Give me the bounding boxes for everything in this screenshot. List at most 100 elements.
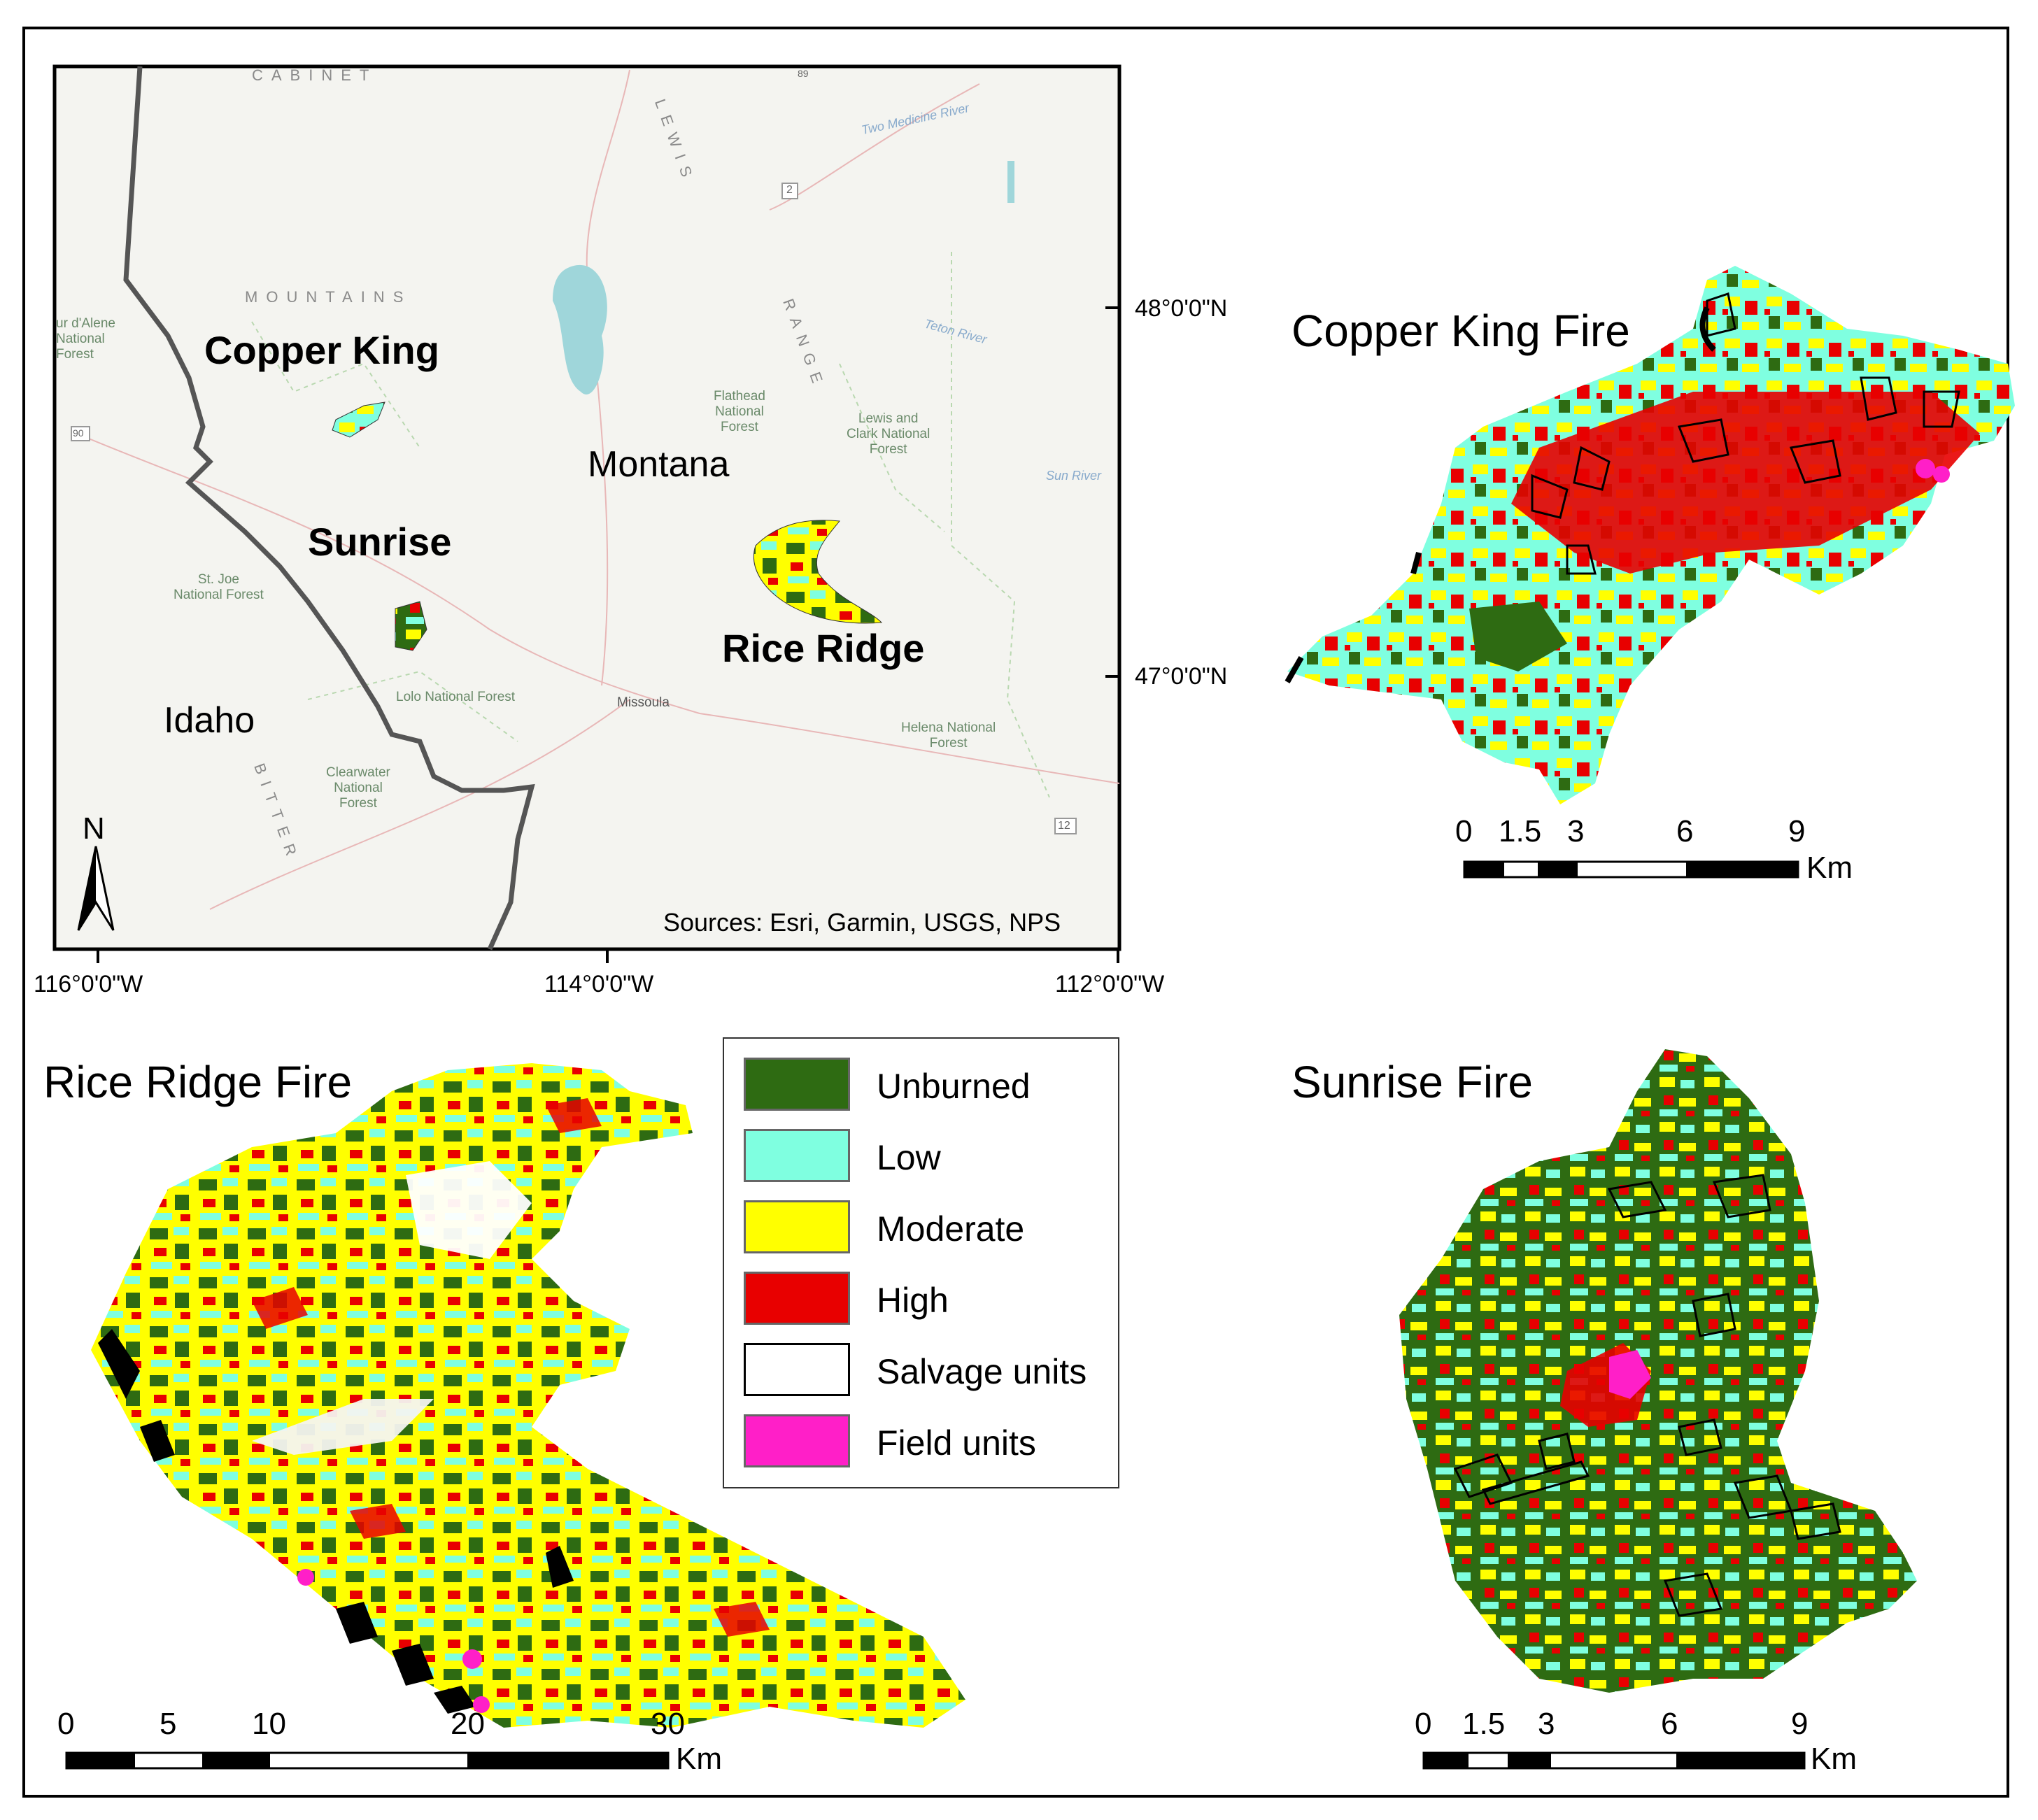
montana-label: Montana bbox=[588, 444, 730, 485]
sunrise-field-unit bbox=[1609, 1350, 1651, 1399]
legend-swatch bbox=[744, 1343, 850, 1396]
copper-king-scale-bar bbox=[1463, 860, 1799, 879]
route-12-label: 12 bbox=[1058, 820, 1070, 832]
route-90-shield bbox=[71, 426, 90, 441]
copper-king-field-unit bbox=[1916, 459, 1935, 478]
sunrise-fire-location bbox=[395, 601, 427, 651]
scale-tick-label: 5 bbox=[160, 1707, 177, 1741]
scale-unit-label: Km bbox=[1811, 1742, 1857, 1776]
sunrise-scale-bar bbox=[1422, 1751, 1806, 1770]
rice-ridge-interior-gap bbox=[406, 1161, 532, 1259]
legend-label: Moderate bbox=[877, 1209, 1025, 1249]
route-2-label: 2 bbox=[786, 184, 793, 196]
rice-ridge-panel-title: Rice Ridge Fire bbox=[43, 1057, 353, 1107]
idaho-montana-border bbox=[123, 66, 535, 951]
mountains-label: MOUNTAINS bbox=[245, 288, 412, 306]
legend-label: Unburned bbox=[877, 1067, 1031, 1106]
legend-label: Field units bbox=[877, 1423, 1036, 1463]
legend-swatch bbox=[744, 1200, 850, 1253]
rice-ridge-label: Rice Ridge bbox=[722, 626, 925, 670]
route-2-shield bbox=[781, 183, 798, 199]
legend-item-low: Low bbox=[744, 1129, 1108, 1185]
scale-tick-label: 1.5 bbox=[1499, 814, 1542, 848]
legend-label: High bbox=[877, 1281, 949, 1320]
copper-king-salvage-edge-west bbox=[1285, 656, 1304, 683]
coeur-dalene-nf-label: ur d'Alene National Forest bbox=[56, 316, 115, 362]
copper-king-fire-map bbox=[1285, 266, 2015, 879]
legend-label: Salvage units bbox=[877, 1352, 1087, 1391]
scale-tick-label: 6 bbox=[1661, 1707, 1678, 1741]
scale-tick-label: 0 bbox=[1455, 814, 1473, 848]
scale-tick-label: 30 bbox=[651, 1707, 685, 1741]
rice-ridge-high-severity bbox=[252, 1098, 770, 1637]
flathead-nf-label: Flathead National Forest bbox=[714, 389, 765, 434]
sunrise-panel-title: Sunrise Fire bbox=[1292, 1057, 1533, 1107]
copper-king-salvage-edge-north bbox=[1699, 306, 1716, 352]
north-arrow-icon bbox=[77, 846, 115, 931]
lake-east bbox=[1007, 161, 1014, 203]
copper-king-high-severity bbox=[1511, 392, 1980, 574]
latitude-label: 48°0'0"N bbox=[1135, 295, 1228, 322]
scale-unit-label: Km bbox=[676, 1742, 722, 1776]
scale-tick-label: 9 bbox=[1788, 814, 1806, 848]
rice-ridge-fire-location bbox=[753, 520, 883, 624]
cabinet-label: CABINET bbox=[252, 66, 378, 84]
graticule-ticks bbox=[97, 306, 1119, 963]
st-joe-nf-label: St. Joe National Forest bbox=[174, 572, 264, 602]
longitude-label: 114°0'0"W bbox=[544, 971, 654, 997]
scale-tick-label: 3 bbox=[1538, 1707, 1555, 1741]
route-89-label: 89 bbox=[798, 68, 809, 79]
rice-ridge-burn-severity bbox=[91, 1063, 965, 1728]
legend-swatch bbox=[744, 1129, 850, 1182]
legend-item-salvage-units: Salvage units bbox=[744, 1343, 1108, 1399]
clearwater-nf-label: Clearwater National Forest bbox=[326, 765, 390, 811]
scale-unit-label: Km bbox=[1806, 851, 1853, 885]
flathead-lake bbox=[553, 264, 607, 394]
missoula-label: Missoula bbox=[617, 695, 670, 710]
scale-tick-label: 20 bbox=[451, 1707, 485, 1741]
route-12-shield bbox=[1054, 818, 1077, 834]
rice-ridge-salvage-units bbox=[98, 1329, 574, 1714]
route-90-label: 90 bbox=[73, 427, 84, 439]
copper-king-label: Copper King bbox=[204, 328, 439, 372]
legend-item-high: High bbox=[744, 1272, 1108, 1328]
scale-tick-label: 3 bbox=[1567, 814, 1585, 848]
scale-tick-label: 6 bbox=[1676, 814, 1694, 848]
sunrise-fire-map bbox=[1399, 1049, 1917, 1770]
latitude-label: 47°0'0"N bbox=[1135, 663, 1228, 690]
longitude-label: 112°0'0"W bbox=[1055, 971, 1165, 997]
lewis-clark-nf-label: Lewis and Clark National Forest bbox=[847, 411, 930, 457]
copper-king-salvage-units bbox=[1531, 292, 1960, 575]
legend-item-field-units: Field units bbox=[744, 1414, 1108, 1470]
longitude-label: 116°0'0"W bbox=[34, 971, 143, 997]
figure-frame bbox=[22, 27, 2009, 1798]
copper-king-fire-location bbox=[332, 401, 385, 438]
rice-ridge-field-unit bbox=[462, 1649, 482, 1669]
sunrise-salvage-units bbox=[1453, 1174, 1841, 1617]
scale-tick-label: 10 bbox=[252, 1707, 286, 1741]
overview-map bbox=[52, 64, 1121, 963]
copper-king-field-unit bbox=[1933, 466, 1950, 483]
rice-ridge-field-unit bbox=[297, 1569, 314, 1586]
copper-king-salvage-edge-southwest bbox=[1410, 551, 1422, 575]
scale-tick-label: 1.5 bbox=[1462, 1707, 1506, 1741]
rice-ridge-fire-map bbox=[65, 1063, 965, 1770]
sun-river-label: Sun River bbox=[1046, 469, 1102, 483]
scale-tick-label: 9 bbox=[1791, 1707, 1809, 1741]
legend-swatch bbox=[744, 1058, 850, 1111]
idaho-label: Idaho bbox=[164, 700, 255, 741]
sources-credit: Sources: Esri, Garmin, USGS, NPS bbox=[663, 908, 1061, 937]
rice-ridge-unburned-gap bbox=[252, 1399, 434, 1455]
forest-boundaries bbox=[251, 252, 1050, 798]
overview-map-frame bbox=[52, 64, 1121, 951]
sunrise-burn-severity bbox=[1399, 1049, 1917, 1693]
legend: Unburned Low Moderate High Salvage units… bbox=[723, 1037, 1119, 1488]
rice-ridge-field-unit bbox=[473, 1696, 490, 1713]
helena-nf-label: Helena National Forest bbox=[901, 720, 996, 751]
legend-label: Low bbox=[877, 1138, 941, 1177]
legend-swatch bbox=[744, 1414, 850, 1467]
sunrise-label: Sunrise bbox=[308, 520, 452, 564]
north-label: N bbox=[83, 811, 105, 846]
legend-item-unburned: Unburned bbox=[744, 1058, 1108, 1114]
